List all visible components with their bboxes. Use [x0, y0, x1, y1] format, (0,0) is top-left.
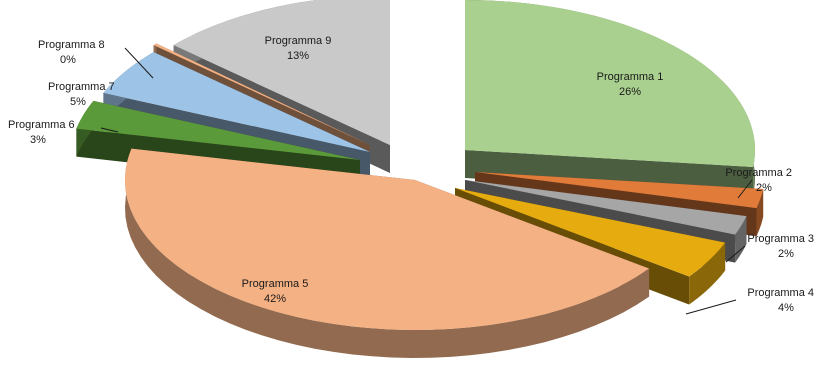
data-label-name-4: Programma 4 — [747, 287, 814, 299]
data-label-value-9: 13% — [287, 50, 309, 62]
pie-rim-2 — [756, 189, 764, 237]
data-label-value-7: 5% — [70, 96, 86, 108]
pie-slice-2 — [475, 172, 764, 209]
pie-slice-4 — [455, 188, 726, 277]
pie-slice-3 — [465, 180, 747, 235]
data-label-name-7: Programma 7 — [48, 81, 115, 93]
data-label-name-9: Programma 9 — [265, 35, 332, 47]
pie-slice-7 — [103, 52, 370, 152]
data-label-name-3: Programma 3 — [747, 233, 814, 245]
data-label-name-8: Programma 8 — [38, 39, 105, 51]
pie-slice-6 — [76, 100, 360, 160]
pie-wall-1 — [465, 150, 754, 195]
data-label-name-5: Programma 5 — [242, 278, 309, 290]
pie-top-faces — [76, 0, 764, 331]
leader-line-2 — [737, 179, 753, 199]
data-label-value-8: 0% — [60, 54, 76, 66]
leader-line-8 — [124, 47, 154, 79]
data-label-name-1: Programma 1 — [597, 71, 664, 83]
leader-line-3 — [725, 245, 746, 263]
leader-line-6 — [100, 127, 119, 133]
data-label-value-5: 42% — [264, 293, 286, 305]
data-label-name-6: Programma 6 — [8, 119, 75, 131]
data-label-value-2: 2% — [756, 182, 772, 194]
leader-line-4 — [685, 299, 737, 315]
pie-slice-9 — [173, 0, 390, 145]
data-label-value-6: 3% — [30, 134, 46, 146]
pie-slice-8 — [153, 43, 370, 145]
data-label-value-4: 4% — [778, 302, 794, 314]
pie-rim-5 — [125, 148, 650, 358]
data-label-value-3: 2% — [778, 248, 794, 260]
pie-data-labels: Programma 1 26% Programma 2 2% Programma 3 2%… — [8, 35, 814, 315]
pie-rim-4 — [689, 242, 726, 305]
data-label-name-2: Programma 2 — [725, 167, 792, 179]
pie-slice-5 — [124, 148, 650, 331]
data-label-value-1: 26% — [619, 86, 641, 98]
pie-slice-1 — [465, 0, 755, 167]
pie-rim-3 — [735, 216, 747, 263]
